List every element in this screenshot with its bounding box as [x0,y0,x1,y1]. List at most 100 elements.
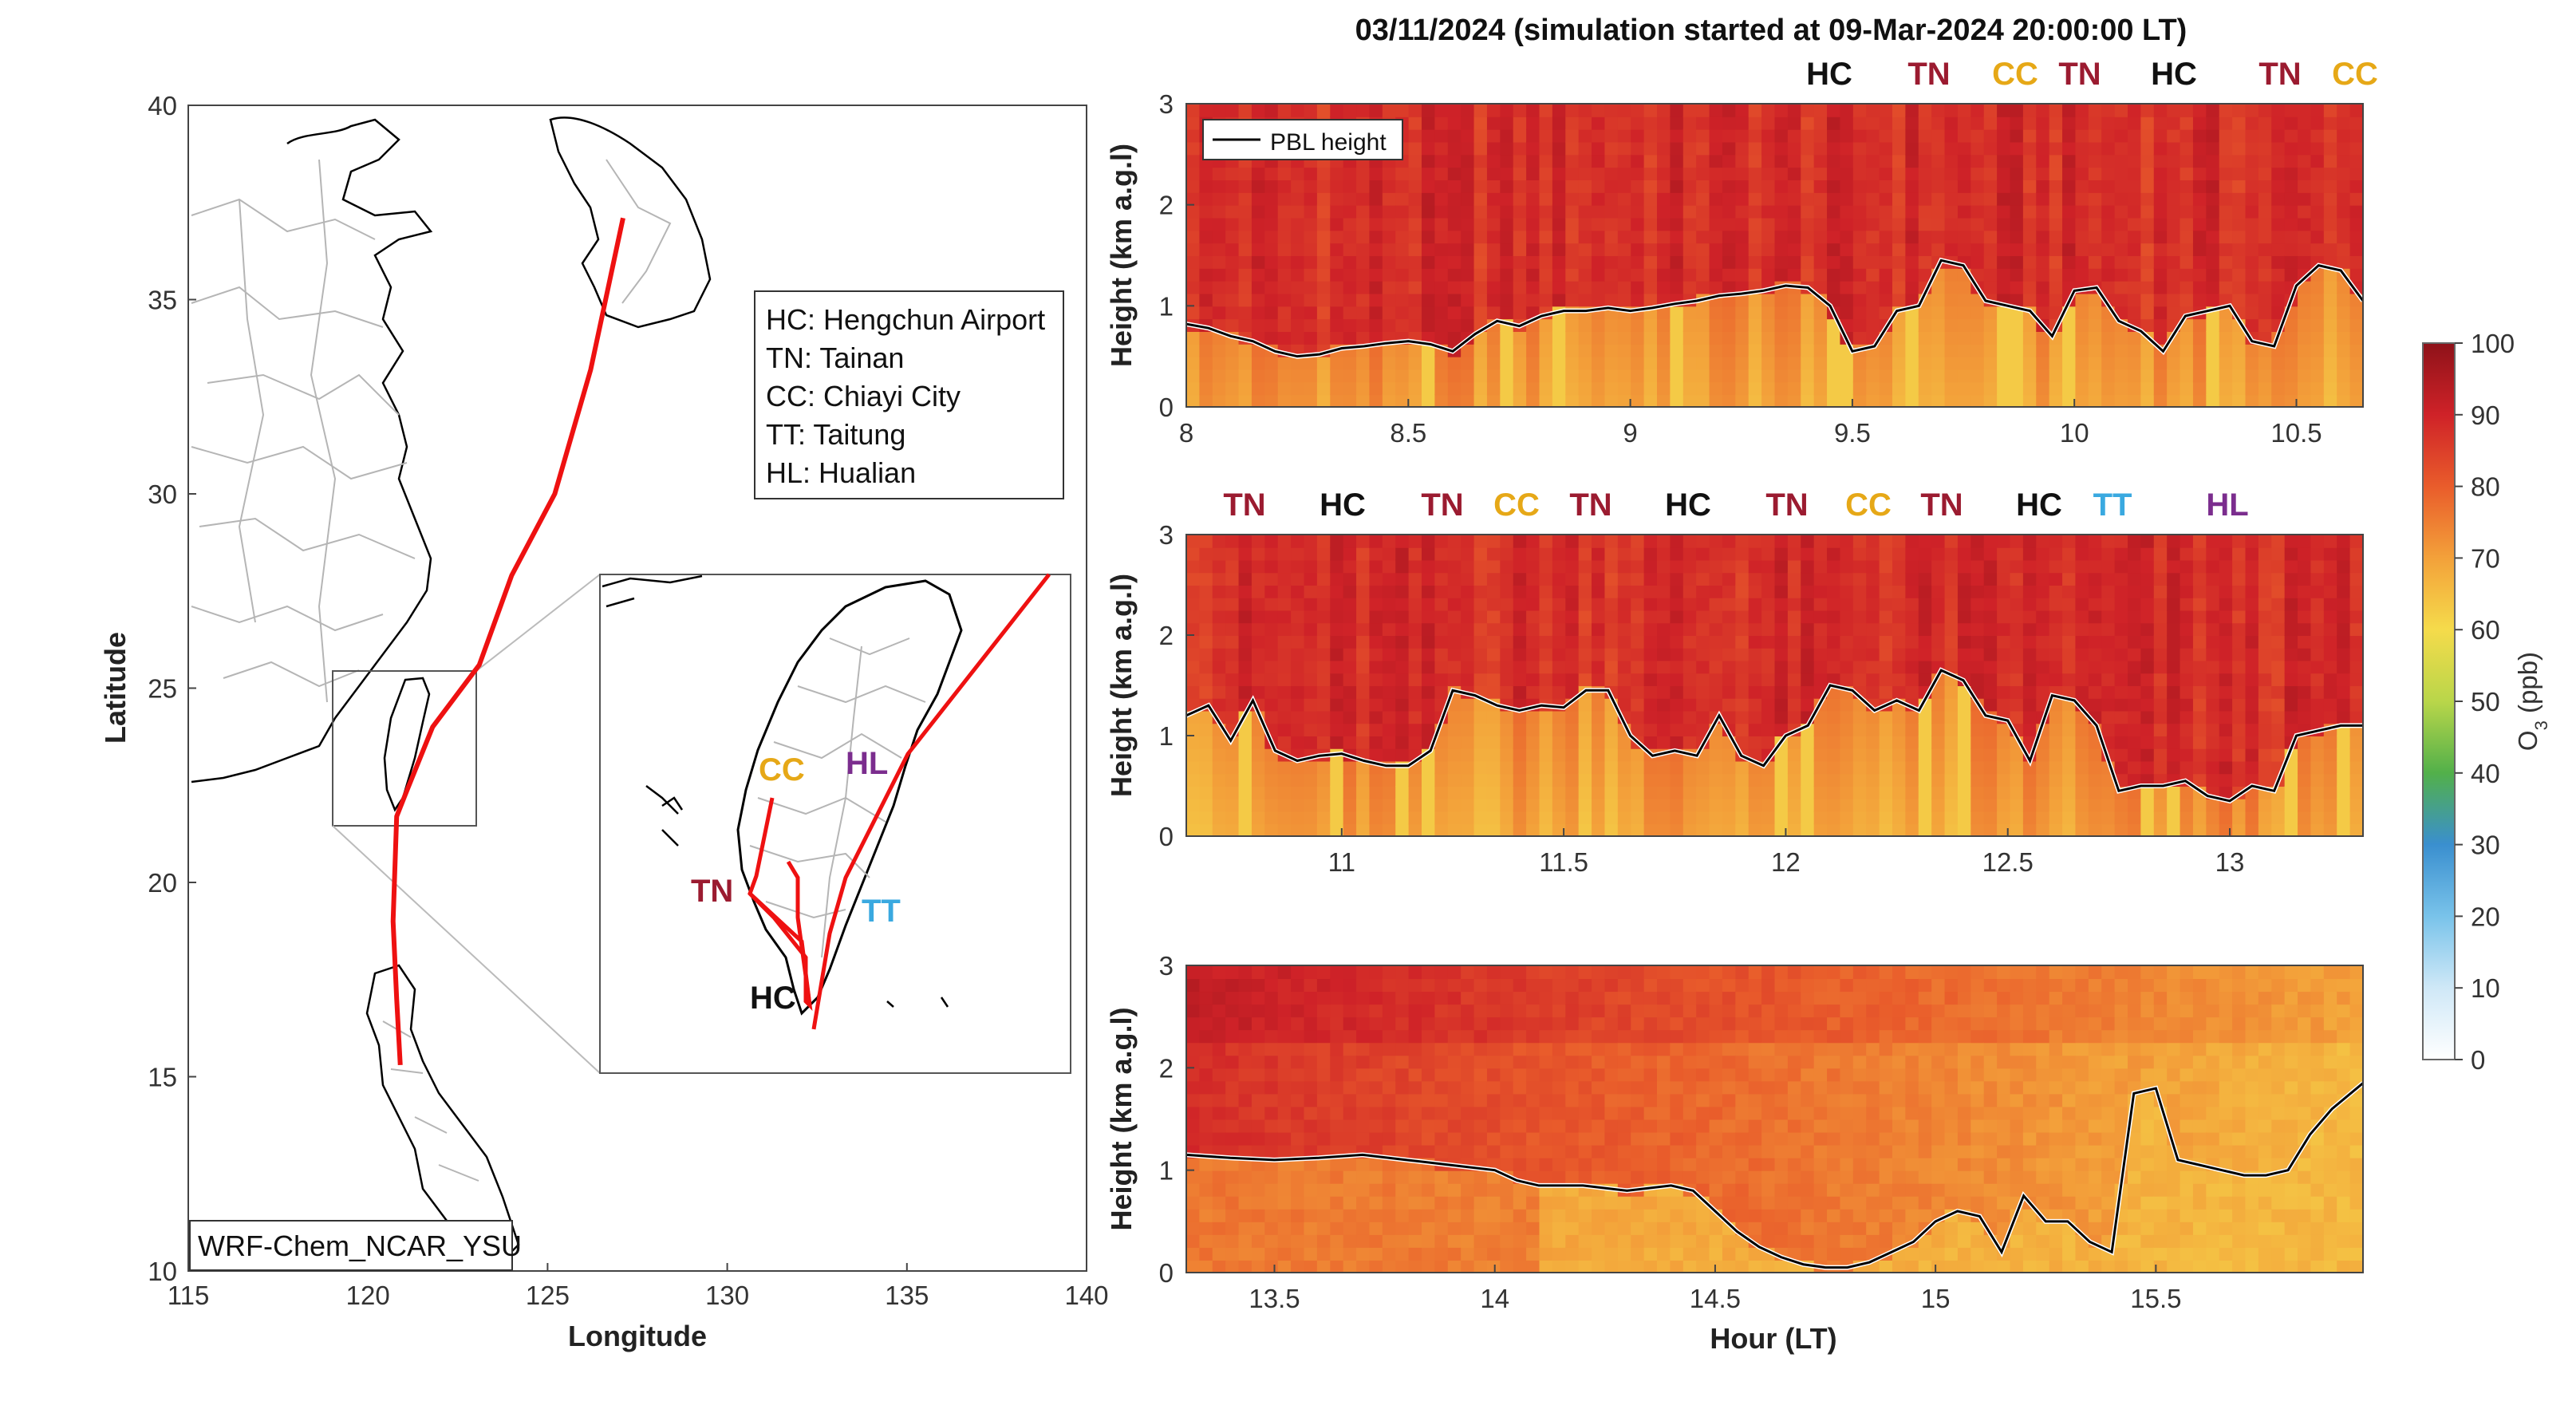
inset-connector-top [475,574,601,672]
colorbar-tick-label: 60 [2471,615,2500,645]
heatmap-x-tick-label: 8 [1179,418,1193,448]
site-sequence-label: TT [2093,487,2132,523]
heatmap-frame [1185,965,2364,1273]
heatmap-panel-3: 13.5 14 14.5 15 15.5 0 1 2 3 Height (km a.g.l) [1105,951,2364,1313]
site-sequence-label: TN [1421,487,1463,523]
colorbar-tick-label: 30 [2471,831,2500,860]
site-sequence-label: TN [1765,487,1808,523]
map-x-tick-label: 135 [885,1281,929,1310]
heatmap-y-tick-label: 2 [1159,621,1174,650]
heatmap-y-tick-label: 0 [1159,1258,1174,1288]
colorbar-gradient [2422,342,2456,1060]
site-sequence-label: CC [1493,487,1540,523]
inset-county-lines [749,637,926,958]
map-y-tick-label: 10 [148,1257,177,1286]
heatmap-x-tick-label: 9 [1623,418,1637,448]
map-x-label: Longitude [568,1320,707,1352]
colorbar-tick-label: 20 [2471,902,2500,931]
heatmap-x-tick-label: 10 [2060,418,2089,448]
heatmap-y-tick-label: 2 [1159,191,1174,220]
inset-site-TT: TT [862,894,901,929]
heatmap-y-label: Height (km a.g.l) [1105,574,1138,797]
heatmap-frame [1185,103,2364,408]
heatmap-x-tick-label: 13 [2215,847,2245,877]
heatmap-y-tick-label: 1 [1159,291,1174,321]
map-inset-region-box [332,670,477,827]
site-legend-entry: TN: Tainan [766,341,904,374]
map-x-tick-label: 130 [705,1281,749,1310]
model-label: WRF-Chem_NCAR_YSU [198,1229,522,1262]
heatmap-y-tick-label: 0 [1159,822,1174,851]
map-y-tick-label: 15 [148,1063,177,1092]
map-y-tick-label: 25 [148,674,177,704]
inset-panel: CC HL TN TT HC [599,573,1071,1074]
pbl-legend-label: PBL height [1270,129,1387,156]
heatmap-x-tick-label: 15.5 [2130,1284,2181,1313]
colorbar-tick-label: 80 [2471,472,2500,502]
colorbar-ticks: 0 10 20 30 40 50 60 70 80 90 100 [2455,329,2515,1075]
site-legend-box [754,290,1064,499]
heatmap-x-tick-label: 15 [1921,1284,1951,1313]
model-label-box [189,1220,513,1271]
inset-china-coast [602,574,703,847]
inset-site-HL: HL [846,746,888,781]
map-x-tick-label: 125 [526,1281,570,1310]
inset-site-HC: HC [750,981,796,1016]
inset-connector-bottom [332,825,601,1074]
site-sequence-label: HL [2206,487,2248,523]
heatmap-y-tick-label: 1 [1159,1156,1174,1186]
site-sequence-label: HC [1665,487,1711,523]
site-sequence-label: CC [1845,487,1892,523]
site-legend-entry: CC: Chiayi City [766,380,961,412]
map-y-label: Latitude [99,632,132,744]
heatmap-x-tick-label: 14 [1480,1284,1509,1313]
map-y-tick-label: 20 [148,868,177,898]
colorbar-tick-label: 100 [2471,329,2515,358]
inset-track-branch [748,892,812,1006]
pbl-height-line [1186,259,2363,358]
heatmap-x-tick-label: 10.5 [2270,418,2322,448]
site-sequence-label: CC [1992,57,2038,92]
site-sequence-label: TN [2258,57,2301,92]
heatmap-y-tick-label: 3 [1159,520,1174,550]
heatmap-x-tick-label: 8.5 [1390,418,1426,448]
colorbar-tick-label: 10 [2471,973,2500,1003]
colorbar-tick-label: 90 [2471,401,2500,430]
heatmap-x-tick-label: 13.5 [1249,1284,1300,1313]
inset-site-TN: TN [691,874,733,909]
site-legend-entry: HL: Hualian [766,456,916,489]
figure-title: 03/11/2024 (simulation started at 09-Mar… [1355,14,2187,47]
colorbar-tick-label: 0 [2471,1045,2485,1075]
site-sequence-label: TN [1920,487,1963,523]
heatmap-y-tick-label: 1 [1159,721,1174,751]
china-coastline [191,118,433,783]
heatmap-y-label: Height (km a.g.l) [1105,144,1138,367]
map-y-tick-label: 30 [148,480,177,509]
colorbar-label: O3 (ppb) [2513,652,2551,751]
site-sequence-label: CC [2332,57,2378,92]
site-sequence-label: TN [2058,57,2101,92]
o3-field [1186,965,2363,1273]
heatmap-x-tick-label: 11.5 [1539,847,1588,877]
heatmap-y-tick-label: 0 [1159,393,1174,422]
heatmap-x-tick-label: 14.5 [1690,1284,1741,1313]
heatmap-y-tick-label: 2 [1159,1053,1174,1083]
map-x-tick-label: 115 [168,1281,210,1310]
map-panel: 115 120 125 130 135 140 10 15 20 25 30 35 40 Longit… [99,91,1109,1352]
colorbar: 0 10 20 30 40 50 60 70 80 90 100 O3 (ppb) [2422,329,2551,1075]
heatmap-x-tick-label: 11 [1328,847,1355,877]
inset-small-islands [661,796,949,1008]
site-legend-entry: HC: Hengchun Airport [766,303,1045,336]
map-x-tick-label: 140 [1064,1281,1108,1310]
map-y-ticks: 10 15 20 25 30 35 40 [148,91,196,1286]
site-sequence-label: TN [1569,487,1611,523]
heatmap-x-tick-label: 12.5 [1982,847,2034,877]
korea-coastline [549,116,712,329]
pbl-height-line [1186,669,2363,803]
site-sequence-label: TN [1907,57,1950,92]
colorbar-tick-label: 70 [2471,543,2500,573]
province-boundaries [191,159,672,703]
colorbar-tick-label: 40 [2471,759,2500,788]
heatmap-y-label: Height (km a.g.l) [1105,1007,1138,1230]
